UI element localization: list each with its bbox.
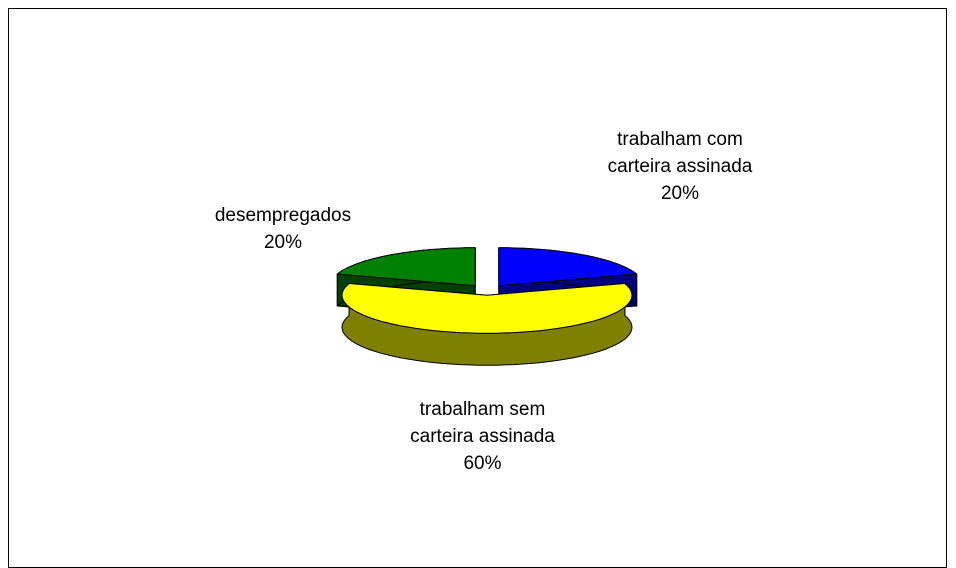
value-label: 20% <box>263 232 303 253</box>
chart: trabalham com carteira assinada 20% trab… <box>8 8 947 568</box>
slice-top <box>341 283 633 334</box>
slice-label: trabalham sem carteira assinada 60% <box>390 396 575 477</box>
slice-top <box>498 247 638 287</box>
value-label: 60% <box>463 453 502 474</box>
slice-top <box>336 247 476 287</box>
pie-plot <box>336 247 638 366</box>
value-label: 20% <box>660 183 700 204</box>
slice-label: desempregados 20% <box>183 202 383 256</box>
category-label: trabalham com carteira assinada <box>607 129 753 177</box>
slice-label: trabalham com carteira assinada 20% <box>590 126 770 207</box>
category-label: desempregados <box>214 205 352 226</box>
category-label: trabalham sem carteira assinada <box>410 399 555 447</box>
